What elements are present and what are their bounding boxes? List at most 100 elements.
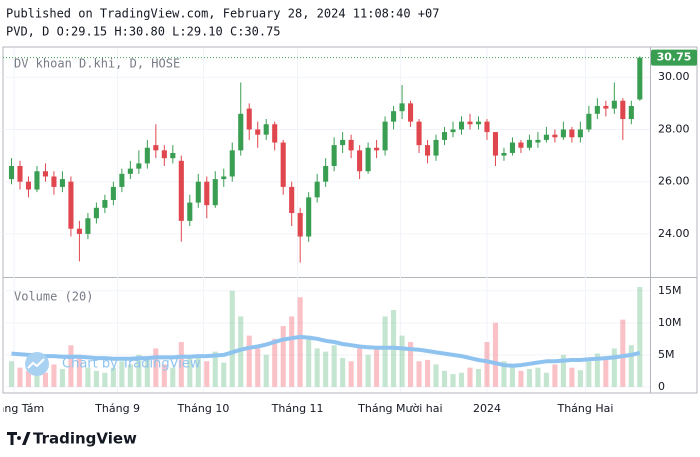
- volume-bar: [569, 367, 575, 387]
- candle-body: [255, 129, 261, 135]
- volume-bar: [543, 372, 549, 387]
- volume-bar: [365, 354, 371, 387]
- volume-bar: [110, 367, 116, 387]
- symbol-legend: DV khoan D.khi, D, HOSE: [14, 57, 180, 71]
- volume-bar: [594, 353, 600, 387]
- volume-bar: [221, 362, 227, 387]
- candle-body: [458, 121, 465, 130]
- volume-bar: [297, 297, 303, 387]
- candle-body: [569, 129, 575, 138]
- candle-body: [357, 150, 363, 172]
- candle-body: [501, 152, 507, 156]
- candle-body: [102, 199, 108, 208]
- volume-bar: [577, 370, 583, 387]
- volume-bar: [144, 359, 150, 387]
- volume-bar: [195, 358, 201, 387]
- candle-body: [382, 121, 388, 151]
- candle-body: [76, 228, 82, 234]
- candle-body: [306, 197, 312, 237]
- volume-ma-line: [11, 334, 641, 368]
- volume-bar: [535, 367, 541, 387]
- volume-bar: [501, 361, 507, 387]
- candle-body: [331, 145, 337, 167]
- volume-bar: [340, 358, 346, 387]
- volume-bar: [51, 364, 57, 387]
- y-tick-label: 30.00: [658, 70, 690, 83]
- y-tick-label: 24.00: [658, 227, 690, 240]
- volume-bar: [492, 322, 499, 387]
- last-price-label: 30.75: [657, 51, 692, 64]
- volume-bar: [42, 372, 49, 387]
- volume-bar: [280, 326, 286, 387]
- candle-body: [68, 181, 74, 229]
- candle-body: [484, 121, 490, 133]
- x-tick-label: Tháng 11: [271, 402, 324, 415]
- candle-body: [212, 179, 218, 206]
- x-tick-label: Tháng Tám: [0, 402, 44, 415]
- volume-bar: [272, 338, 278, 387]
- volume-bar: [34, 367, 40, 387]
- candle-body: [391, 111, 397, 122]
- volume-bar: [161, 364, 167, 387]
- candle-body: [272, 124, 278, 143]
- candle-body: [552, 134, 558, 138]
- candle-body: [110, 186, 116, 200]
- volume-bar: [187, 354, 193, 387]
- volume-bar: [552, 364, 558, 387]
- candle-body: [297, 213, 303, 237]
- candle-body: [161, 150, 167, 159]
- volume-bar: [408, 342, 414, 387]
- candle-body: [204, 181, 210, 206]
- candle-body: [433, 139, 439, 156]
- x-tick-label: 2024: [473, 402, 501, 415]
- volume-bar: [306, 335, 312, 387]
- candle-body: [59, 179, 65, 187]
- candle-body: [577, 129, 583, 138]
- volume-bar: [603, 359, 609, 387]
- volume-bar: [424, 359, 431, 387]
- y2-tick-label: 0: [658, 380, 665, 393]
- candle-body: [127, 168, 133, 174]
- volume-bar: [246, 335, 252, 387]
- candle-body: [365, 147, 371, 172]
- candle-body: [620, 100, 626, 120]
- candle-body: [611, 100, 617, 109]
- candle-body: [637, 57, 643, 100]
- volume-bar: [509, 366, 515, 387]
- volume-bar: [450, 374, 456, 387]
- candle-body: [526, 139, 532, 148]
- candle-body: [314, 181, 320, 198]
- volume-bar: [25, 370, 32, 387]
- y-tick-label: 28.00: [658, 122, 690, 135]
- volume-bar: [331, 345, 337, 387]
- volume-bar: [76, 354, 82, 387]
- volume-pane: [8, 286, 643, 387]
- candle-body: [229, 150, 235, 177]
- volume-bar: [433, 364, 439, 387]
- candle-body: [144, 147, 150, 164]
- candle-body: [34, 171, 40, 190]
- candle-body: [17, 166, 23, 182]
- brand-text: TradingView: [33, 430, 137, 448]
- volume-bar: [382, 316, 388, 387]
- volume-bar: [399, 335, 405, 387]
- volume-bar: [484, 342, 490, 387]
- y2-tick-label: 10M: [658, 316, 682, 329]
- brand-logo: TradingView: [7, 430, 137, 448]
- volume-bar: [611, 348, 617, 387]
- volume-bar: [560, 354, 566, 387]
- volume-bar: [620, 319, 626, 387]
- candle-body: [51, 176, 57, 187]
- volume-bar: [229, 290, 235, 387]
- y2-tick-label: 5M: [658, 348, 675, 361]
- candle-body: [289, 186, 295, 214]
- volume-bar: [628, 345, 634, 387]
- candle-body: [25, 181, 32, 190]
- candle-body: [408, 103, 414, 122]
- candle-body: [280, 142, 286, 187]
- candle-body: [535, 139, 541, 143]
- candle-body: [263, 124, 269, 135]
- volume-bar: [374, 347, 380, 387]
